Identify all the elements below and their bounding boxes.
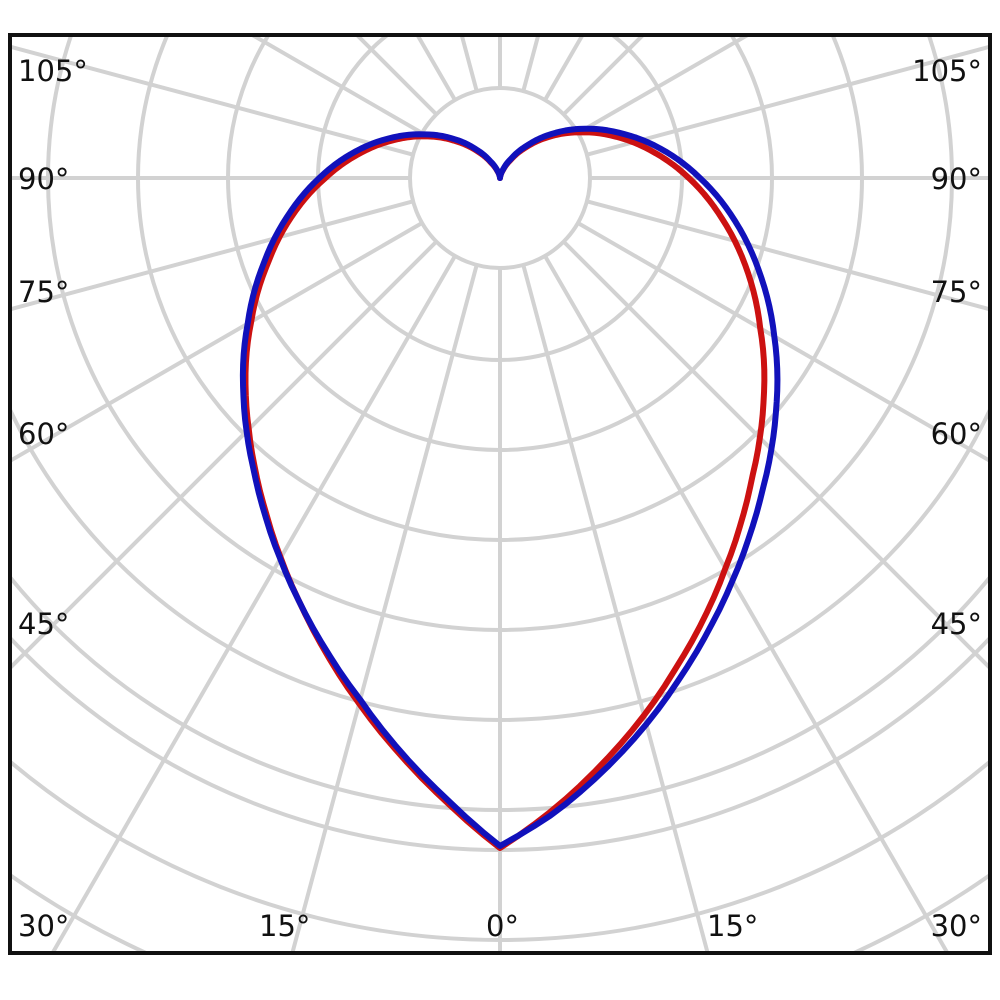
angle-label-right-1: 90° xyxy=(930,162,982,196)
angle-label-right-2: 75° xyxy=(930,275,982,309)
grid-spoke-255 xyxy=(12,45,414,157)
grid-spoke-120 xyxy=(576,37,749,135)
angle-label-bottom-1: 0° xyxy=(486,909,519,943)
curve-group xyxy=(239,125,781,851)
grid-spoke-45 xyxy=(562,240,988,669)
grid-spoke-30 xyxy=(543,254,949,951)
angle-label-right-0: 105° xyxy=(912,54,982,88)
angle-label-left-1: 90° xyxy=(18,162,70,196)
grid-spoke-285 xyxy=(12,199,414,311)
grid-spoke-240 xyxy=(251,37,424,135)
grid-spoke-60 xyxy=(576,221,988,463)
grid-spoke-300 xyxy=(12,221,424,463)
angle-label-right-3: 60° xyxy=(930,417,982,451)
grid-spoke-75 xyxy=(586,199,988,311)
angle-label-left-2: 75° xyxy=(18,275,70,309)
angle-label-left-4: 45° xyxy=(18,607,70,641)
curve-c90-c270 xyxy=(239,125,781,849)
angle-label-left-5: 30° xyxy=(18,909,70,943)
angle-label-right-5: 30° xyxy=(930,909,982,943)
grid-spoke-105 xyxy=(586,45,988,157)
polar-plot-frame xyxy=(8,33,992,955)
grid-spoke-15 xyxy=(521,264,710,951)
angle-label-left-3: 60° xyxy=(18,417,70,451)
angle-label-bottom-2: 15° xyxy=(707,909,759,943)
grid-spoke-345 xyxy=(290,264,479,951)
angle-label-bottom-0: 15° xyxy=(259,909,311,943)
angle-label-left-0: 105° xyxy=(18,54,88,88)
angle-label-right-4: 45° xyxy=(930,607,982,641)
polar-grid-and-curves xyxy=(12,37,988,951)
grid-spoke-330 xyxy=(51,254,457,951)
grid-spoke-315 xyxy=(12,240,438,669)
